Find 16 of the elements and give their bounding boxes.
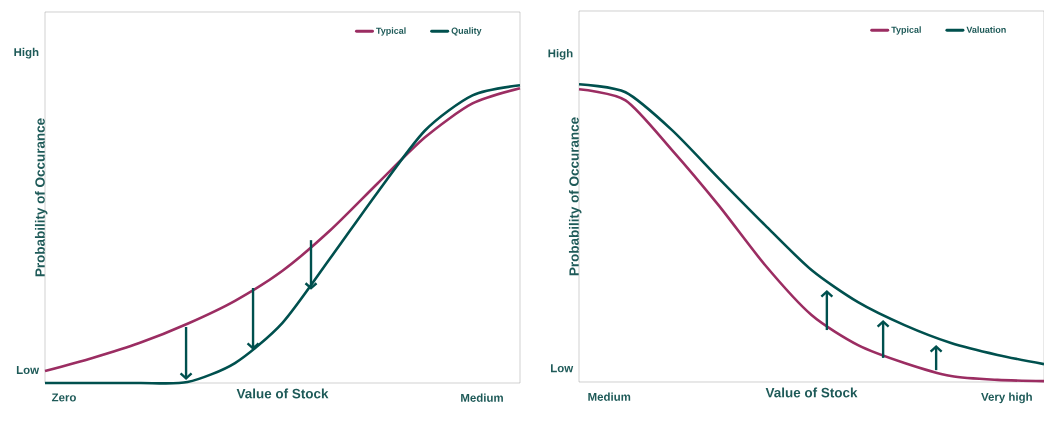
legend-label: Quality: [451, 27, 482, 36]
text: Medium: [461, 393, 503, 402]
y-axis-title: Probability of Occurance: [568, 117, 582, 276]
x-axis-title: Value of Stock: [765, 387, 858, 398]
legend-label: Typical: [376, 27, 406, 36]
text: High: [548, 49, 573, 60]
text: Medium: [588, 392, 631, 401]
text: Low: [551, 364, 574, 373]
legend-label: Valuation: [966, 26, 1006, 33]
text: Low: [16, 366, 40, 375]
y-axis-title: Probability of Occurance: [34, 118, 48, 277]
text: Zero: [51, 393, 76, 402]
legend-label: Typical: [891, 26, 921, 35]
text: Very high: [981, 392, 1032, 404]
text: High: [14, 47, 39, 59]
x-axis-title: Value of Stock: [236, 388, 329, 399]
